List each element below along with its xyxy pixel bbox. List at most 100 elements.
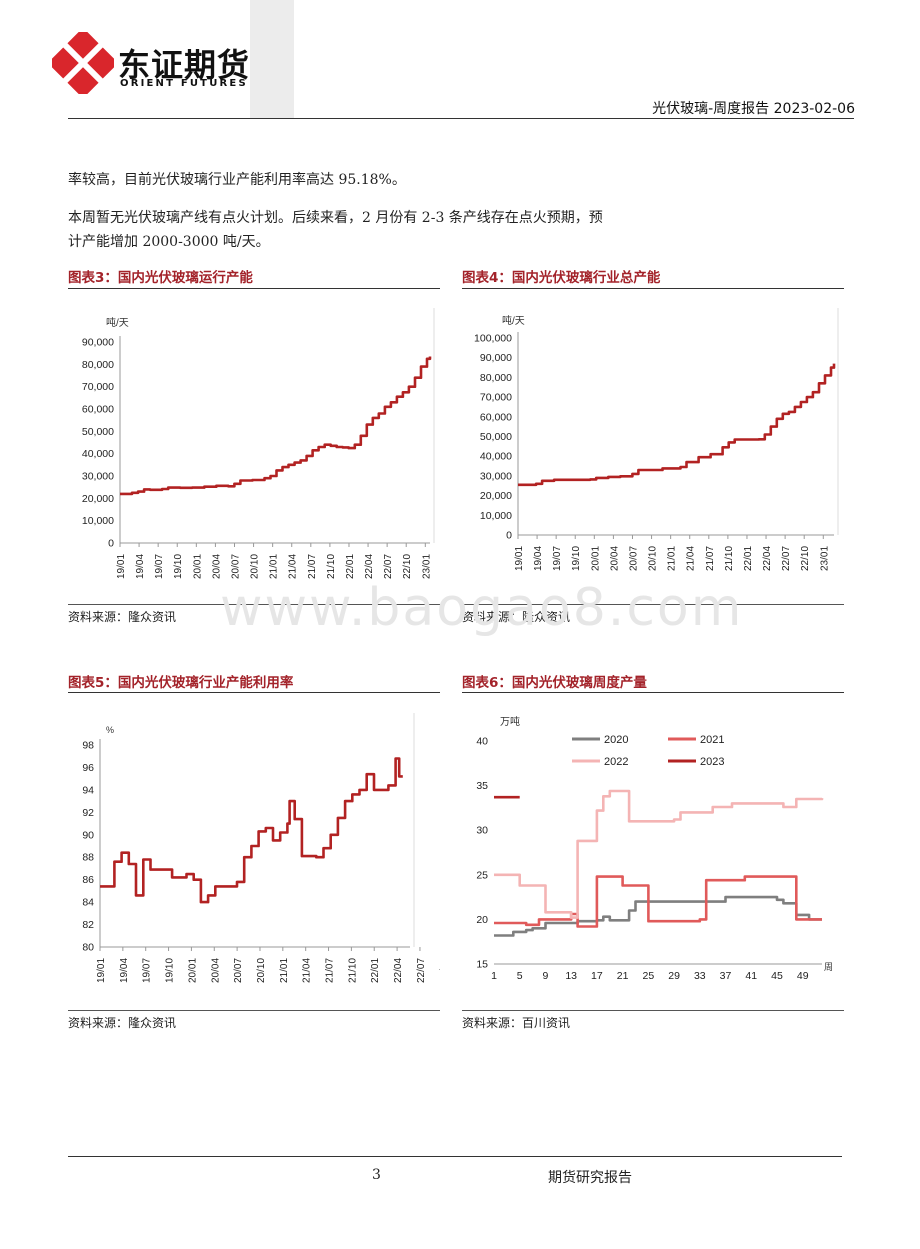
x-tick-label: 19/07 — [142, 958, 153, 983]
y-tick-label: 70,000 — [480, 392, 512, 404]
x-tick-label: 20/10 — [648, 546, 659, 571]
series-line — [100, 757, 403, 904]
y-tick-label: 20 — [476, 914, 488, 926]
figure3-source: 资料来源：隆众资讯 — [68, 610, 177, 624]
y-tick-label: 90,000 — [480, 352, 512, 364]
y-tick-label: 70,000 — [82, 381, 114, 393]
y-tick-label: 10,000 — [480, 510, 512, 522]
x-tick-label: 19/10 — [173, 554, 184, 579]
x-tick-label: 22/01 — [370, 958, 381, 983]
x-tick-label: 20/07 — [230, 554, 241, 579]
figure4-chart: 吨/天 0 10,000 20,000 30,000 40,000 50,000 60,000… — [462, 300, 844, 600]
y-tick-label: 60,000 — [82, 404, 114, 416]
brand-name-cn: 东证期货 — [118, 46, 251, 84]
series-line-2021 — [494, 875, 822, 928]
y-tick-label: 90,000 — [82, 337, 114, 349]
watermark-text: www.baogao8.com — [220, 578, 744, 638]
x-tick-label: 20/10 — [250, 554, 261, 579]
x-tick-label: 21/07 — [325, 958, 336, 983]
footer-divider — [68, 1156, 842, 1157]
y-tick-label: 15 — [476, 959, 488, 971]
figure4-source-rule — [462, 604, 844, 605]
series-line-2020 — [494, 895, 822, 937]
brand-name-en: ORIENT FUTURES — [120, 78, 248, 89]
x-tick-label: 20/01 — [590, 546, 601, 571]
x-tick-label: 20/10 — [256, 958, 267, 983]
x-tick-label: 21/01 — [269, 554, 280, 579]
y-tick-label: 30,000 — [82, 471, 114, 483]
y-tick-label: 90 — [82, 829, 94, 841]
chart3-unit-label: 吨/天 — [106, 316, 129, 329]
header-divider — [68, 118, 854, 119]
x-tick-label: 21/10 — [326, 554, 337, 579]
series-line — [120, 356, 432, 496]
y-tick-label: 40 — [476, 736, 488, 748]
figure6-chart: 万吨 15 20 25 30 35 40 1 5 9 13 17 21 25 29 33 37 41 45 49 周 20… — [462, 705, 844, 1005]
figure6-top-rule — [462, 692, 844, 693]
figure3-source-rule — [68, 604, 440, 605]
x-tick-label: 45 — [771, 970, 783, 982]
y-tick-label: 40,000 — [82, 448, 114, 460]
figure5-source-rule — [68, 1010, 440, 1011]
figure4-source: 资料来源：隆众资讯 — [462, 610, 571, 624]
x-tick-label: 20/01 — [187, 958, 198, 983]
y-tick-label: 84 — [82, 897, 94, 909]
x-tick-label: 21 — [617, 970, 629, 982]
series-line-2022 — [494, 789, 824, 919]
y-tick-label: 35 — [476, 780, 488, 792]
x-tick-label: 19/04 — [533, 546, 544, 571]
x-tick-label: 17 — [591, 970, 603, 982]
paragraph-ignition-line2: 计产能增加 2000-3000 吨/天。 — [68, 234, 270, 250]
legend-label-2020: 2020 — [604, 734, 628, 746]
x-tick-label: 21/04 — [288, 554, 299, 579]
x-tick-label: 22/10 — [402, 554, 413, 579]
x-tick-label: 29 — [668, 970, 680, 982]
series-line — [518, 363, 836, 487]
x-tick-label: 5 — [517, 970, 523, 982]
y-tick-label: 30 — [476, 825, 488, 837]
y-tick-label: 80,000 — [480, 372, 512, 384]
x-tick-label: 19/01 — [116, 554, 127, 579]
footer-label: 期货研究报告 — [548, 1170, 632, 1186]
x-tick-label: 21/01 — [667, 546, 678, 571]
figure4-title: 图表4：国内光伏玻璃行业总产能 — [462, 270, 661, 286]
y-tick-label: 80 — [82, 942, 94, 954]
y-tick-label: 96 — [82, 762, 94, 774]
x-tick-label: 22/10 — [800, 546, 811, 571]
figure3-top-rule — [68, 288, 440, 289]
x-tick-label: 21/07 — [705, 546, 716, 571]
x-tick-label: 22/04 — [762, 546, 773, 571]
report-title: 光伏玻璃-周度报告 2023-02-06 — [652, 101, 855, 117]
figure4-top-rule — [462, 288, 844, 289]
x-tick-label: 9 — [543, 970, 549, 982]
legend-label-2022: 2022 — [604, 756, 628, 768]
x-tick-label: 22/07 — [416, 958, 427, 983]
x-tick-label: 41 — [745, 970, 757, 982]
x-tick-label: 19/10 — [165, 958, 176, 983]
y-tick-label: 98 — [82, 740, 94, 752]
y-tick-label: 0 — [506, 530, 512, 542]
chart4-unit-label: 吨/天 — [502, 314, 525, 327]
x-tick-label: 1 — [491, 970, 497, 982]
orient-futures-logo-icon — [47, 27, 119, 99]
y-tick-label: 20,000 — [480, 490, 512, 502]
figure6-source-rule — [462, 1010, 844, 1011]
x-tick-label: 20/01 — [192, 554, 203, 579]
figure5-title: 图表5：国内光伏玻璃行业产能利用率 — [68, 675, 294, 691]
x-tick-label: 19/04 — [119, 958, 130, 983]
x-tick-label: 49 — [797, 970, 809, 982]
y-tick-label: 10,000 — [82, 515, 114, 527]
y-tick-label: 50,000 — [480, 431, 512, 443]
x-tick-label: 20/04 — [210, 958, 221, 983]
paragraph-ignition-line1: 本周暂无光伏玻璃产线有点火计划。后续来看，2 月份有 2-3 条产线存在点火预期… — [68, 210, 603, 226]
x-tick-label: 23/01 — [421, 554, 432, 579]
x-tick-label: 19/07 — [154, 554, 165, 579]
x-tick-label: 21/10 — [724, 546, 735, 571]
y-tick-label: 86 — [82, 874, 94, 886]
x-tick-label: 22/07 — [781, 546, 792, 571]
x-tick-label: 25 — [643, 970, 655, 982]
x-tick-label: 20/04 — [609, 546, 620, 571]
y-tick-label: 80,000 — [82, 359, 114, 371]
x-tick-label: 19/01 — [514, 546, 525, 571]
y-tick-label: 0 — [108, 538, 114, 550]
